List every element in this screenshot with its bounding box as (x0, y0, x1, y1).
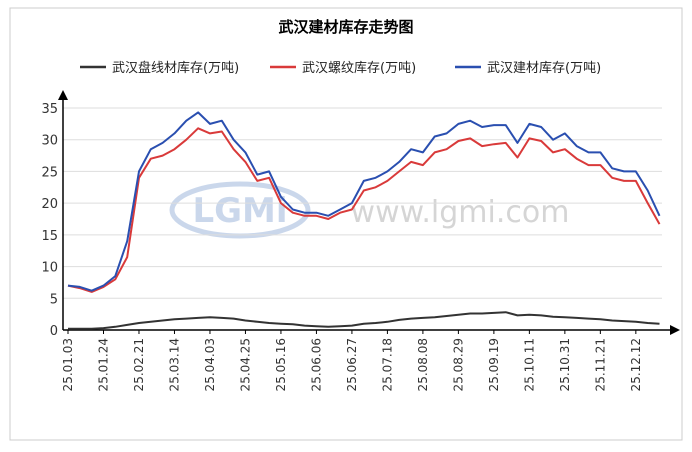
legend-label: 武汉建材库存(万吨) (487, 60, 601, 76)
x-axis-arrow (670, 325, 680, 335)
series-line (67, 111, 661, 292)
x-tick-label: 25.04.03 (203, 338, 217, 391)
series-line (67, 127, 661, 293)
x-tick-label: 25.06.06 (309, 338, 323, 391)
watermark-url: www.lgmi.com (351, 195, 570, 230)
x-tick-label: 25.08.29 (451, 338, 465, 391)
watermark: LGMi www.lgmi.com (169, 181, 570, 239)
x-tick-label: 25.10.11 (522, 338, 536, 391)
x-tick-label: 25.05.16 (274, 338, 288, 391)
logo-ring (169, 181, 311, 239)
x-tick-label: 25.12.12 (629, 338, 643, 391)
x-tick-label: 25.08.08 (416, 338, 430, 391)
x-tick-label: 25.01.24 (96, 338, 110, 391)
y-tick-label: 15 (41, 229, 58, 244)
legend-label: 武汉盘线材库存(万吨) (112, 60, 239, 76)
x-tick-label: 25.01.03 (61, 338, 75, 391)
y-axis-arrow (58, 90, 68, 100)
x-tick-label: 25.06.27 (345, 338, 359, 391)
x-tick-label: 25.07.18 (380, 338, 394, 391)
x-tick-label: 25.09.19 (487, 338, 501, 391)
x-tick-label: 25.04.25 (238, 338, 252, 391)
x-tick-label: 25.03.14 (167, 338, 181, 391)
y-tick-label: 5 (50, 292, 58, 307)
x-tick-label: 25.10.31 (558, 338, 572, 391)
logo-text: LGMi (192, 191, 287, 231)
x-tick-label: 25.11.21 (593, 338, 607, 391)
y-tick-label: 30 (41, 134, 58, 149)
x-tick-label: 25.02.21 (132, 338, 146, 391)
y-tick-label: 10 (41, 261, 58, 276)
chart-title: 武汉建材库存走势图 (278, 18, 413, 36)
frame (9, 7, 683, 441)
legend-label: 武汉螺纹库存(万吨) (302, 60, 416, 76)
y-tick-label: 35 (41, 102, 58, 117)
y-tick-label: 25 (41, 165, 58, 180)
y-tick-label: 20 (41, 197, 58, 212)
y-tick-label: 0 (50, 324, 58, 339)
series-line (68, 311, 660, 330)
